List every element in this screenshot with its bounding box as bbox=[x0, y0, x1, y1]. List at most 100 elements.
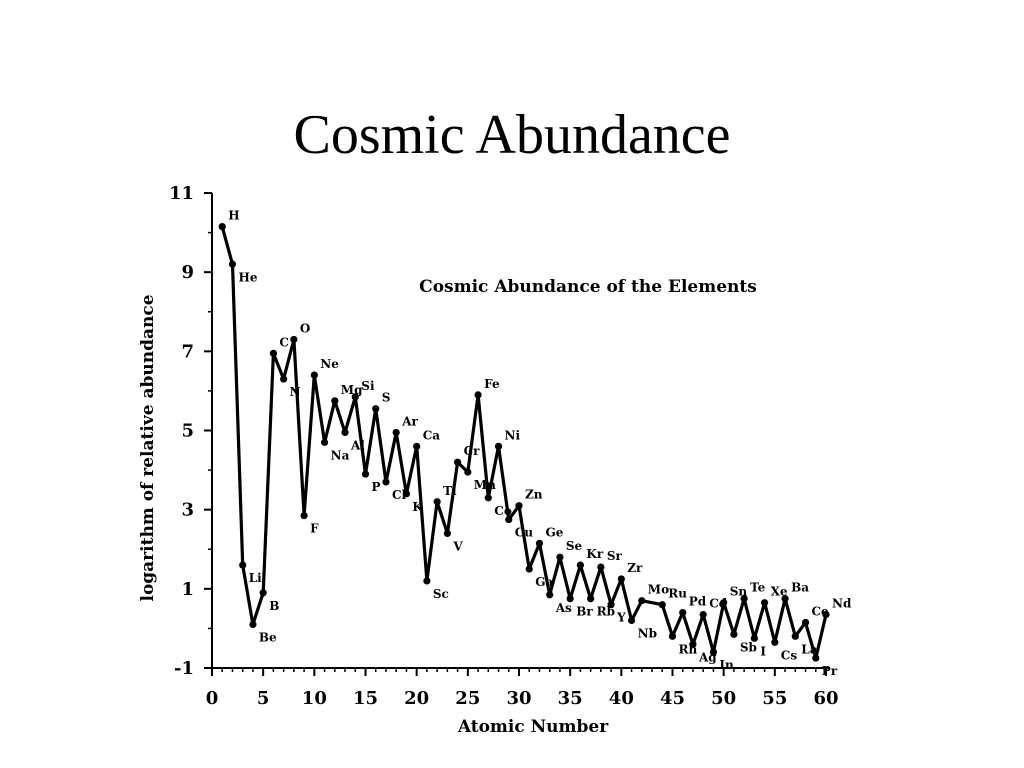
data-point bbox=[290, 335, 298, 344]
data-point bbox=[249, 620, 257, 629]
element-label: Cl bbox=[392, 488, 407, 502]
data-point bbox=[484, 494, 492, 502]
element-label: In bbox=[719, 658, 734, 672]
y-tick-label: 3 bbox=[181, 500, 194, 521]
data-point bbox=[771, 638, 779, 646]
data-point bbox=[525, 565, 533, 573]
element-label: Na bbox=[331, 448, 350, 462]
x-tick-label: 5 bbox=[257, 688, 270, 709]
element-label: Pr bbox=[822, 664, 838, 678]
y-tick-label: 9 bbox=[181, 262, 194, 283]
data-point bbox=[720, 599, 728, 607]
data-point bbox=[402, 490, 411, 498]
data-point bbox=[331, 397, 339, 405]
element-label: V bbox=[452, 539, 463, 553]
data-point bbox=[750, 634, 758, 642]
element-label: Fe bbox=[484, 377, 500, 391]
element-label: Rb bbox=[597, 605, 615, 619]
element-label: Co bbox=[494, 504, 512, 518]
element-label: S bbox=[382, 391, 391, 405]
element-label: Ni bbox=[505, 428, 521, 442]
element-label: P bbox=[372, 480, 381, 494]
data-point bbox=[218, 223, 226, 231]
y-tick-label: 11 bbox=[169, 183, 194, 204]
data-point bbox=[239, 561, 247, 569]
data-point bbox=[597, 563, 605, 571]
element-label: K bbox=[412, 500, 423, 514]
element-label: Sb bbox=[740, 640, 757, 654]
y-tick-label: 1 bbox=[181, 579, 194, 600]
x-tick-label: 10 bbox=[302, 688, 327, 709]
data-point bbox=[689, 640, 697, 648]
data-point bbox=[791, 632, 799, 640]
series bbox=[218, 223, 830, 662]
data-point bbox=[413, 442, 421, 450]
element-label: Te bbox=[750, 581, 766, 595]
element-label: Ga bbox=[535, 575, 553, 589]
data-point bbox=[566, 595, 574, 603]
element-label: Br bbox=[576, 605, 593, 619]
data-point bbox=[228, 260, 237, 268]
data-point bbox=[454, 458, 462, 466]
data-point bbox=[587, 595, 595, 603]
data-point bbox=[617, 575, 625, 583]
data-point bbox=[658, 601, 666, 609]
data-point bbox=[638, 597, 646, 605]
data-point bbox=[781, 595, 789, 603]
x-tick-label: 40 bbox=[609, 688, 634, 709]
data-point bbox=[730, 630, 738, 638]
element-label: Ar bbox=[401, 415, 418, 429]
data-point bbox=[320, 438, 329, 446]
x-tick-label: 20 bbox=[404, 688, 429, 709]
x-tick-label: 30 bbox=[506, 688, 531, 709]
data-point bbox=[627, 616, 636, 625]
element-label: Be bbox=[259, 631, 277, 645]
data-point bbox=[494, 442, 503, 450]
element-label: Mn bbox=[474, 478, 496, 492]
data-point bbox=[515, 502, 523, 510]
data-point bbox=[464, 468, 472, 476]
element-label: Cr bbox=[464, 444, 481, 458]
data-point bbox=[505, 515, 513, 524]
data-point bbox=[699, 610, 707, 619]
element-label: Cd bbox=[709, 597, 728, 611]
element-label: Ti bbox=[443, 484, 457, 498]
data-point bbox=[822, 610, 830, 619]
chart-title: Cosmic Abundance of the Elements bbox=[419, 277, 757, 297]
element-label: C bbox=[279, 335, 289, 349]
y-axis-title: logarithm of relative abundance bbox=[138, 294, 158, 601]
element-label: Sn bbox=[730, 585, 748, 599]
x-tick-label: 0 bbox=[206, 688, 219, 709]
x-tick-label: 35 bbox=[558, 688, 583, 709]
slide-title: Cosmic Abundance bbox=[293, 104, 731, 166]
data-point bbox=[556, 553, 564, 561]
y-tick-label: 5 bbox=[181, 421, 194, 442]
element-label: Se bbox=[566, 539, 583, 553]
element-label: Ca bbox=[423, 428, 441, 442]
element-label: He bbox=[239, 270, 258, 284]
element-label: Ru bbox=[668, 587, 687, 601]
element-label: Sr bbox=[607, 549, 623, 563]
data-point bbox=[392, 428, 400, 437]
element-label: Cu bbox=[515, 526, 534, 540]
element-label: Zn bbox=[525, 488, 543, 502]
element-label: Cs bbox=[781, 648, 798, 662]
element-label: Al bbox=[350, 439, 365, 453]
data-point bbox=[679, 608, 687, 617]
data-point bbox=[361, 470, 370, 478]
data-point bbox=[740, 595, 748, 603]
data-point bbox=[280, 375, 288, 383]
element-label: As bbox=[555, 601, 572, 615]
x-tick-label: 45 bbox=[660, 688, 685, 709]
element-labels: H He Li Be B C N O F Ne Na Mg Al Si P S Cl Ar K Ca Sc Ti V Cr Mn… bbox=[228, 209, 852, 678]
element-label: Rh bbox=[679, 642, 698, 656]
data-point bbox=[423, 577, 431, 585]
data-point bbox=[546, 591, 554, 599]
element-label: Mg bbox=[341, 383, 363, 397]
element-label: Si bbox=[361, 379, 375, 393]
data-point bbox=[310, 371, 318, 379]
element-label: O bbox=[300, 322, 310, 336]
element-label: Xe bbox=[771, 585, 788, 599]
element-label: Y bbox=[616, 611, 626, 625]
